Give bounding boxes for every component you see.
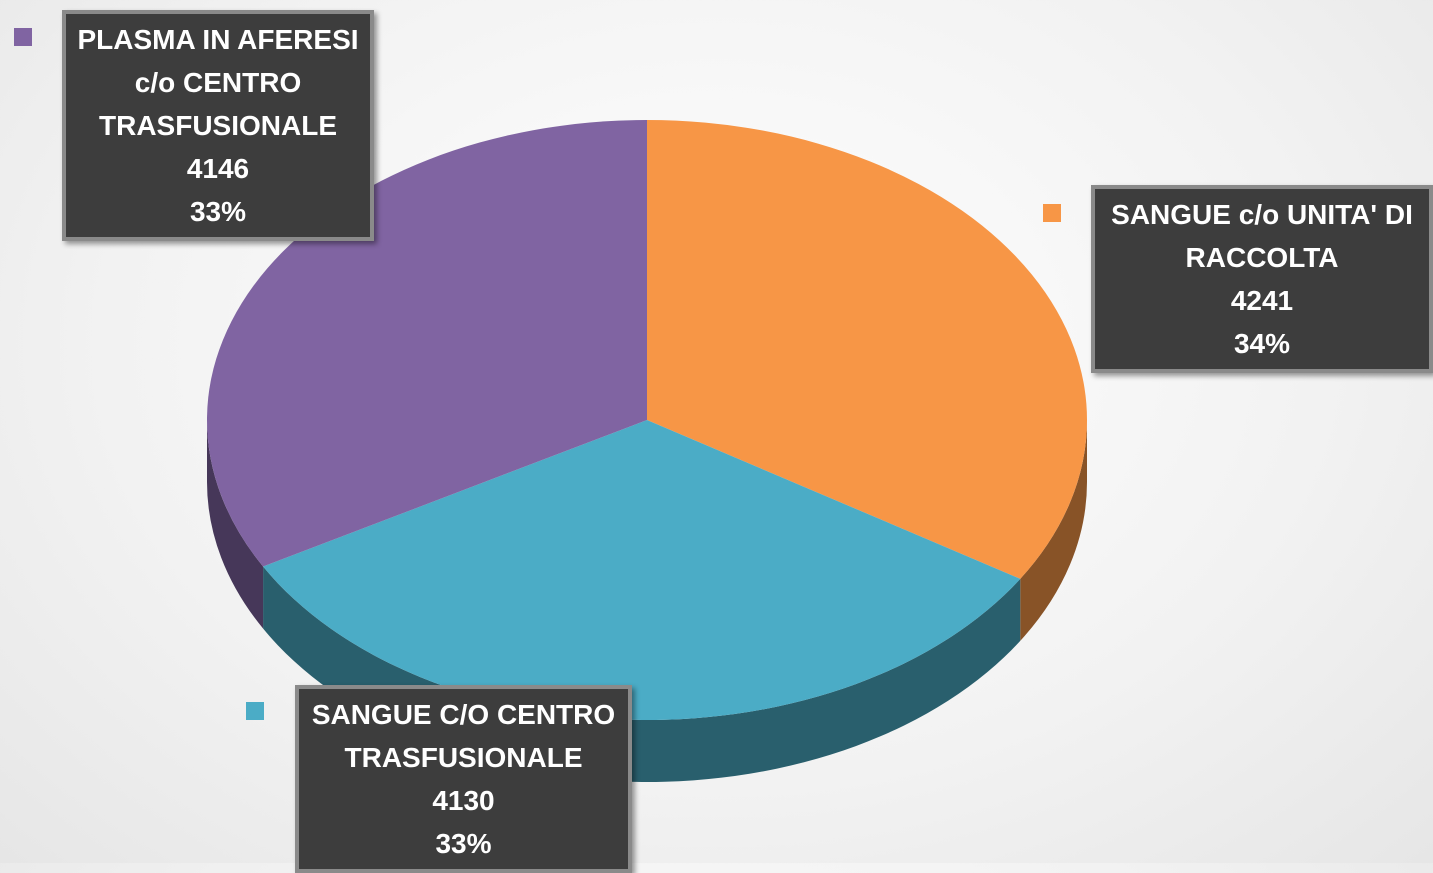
pie-side	[1020, 420, 1087, 641]
legend-key	[246, 702, 264, 720]
label-value: 4241	[1230, 285, 1294, 316]
label-percent: 33%	[189, 196, 247, 227]
label-value: 4130	[432, 785, 495, 816]
data-label: SANGUE C/O CENTRO TRASFUSIONALE 4130 33%	[295, 685, 632, 873]
data-label: SANGUE c/o UNITA' DI RACCOLTA 4241 34%	[1091, 185, 1433, 373]
label-category: SANGUE C/O CENTRO TRASFUSIONALE	[311, 699, 616, 773]
pie-slice	[263, 420, 1021, 720]
legend-key	[1043, 204, 1061, 222]
data-label: PLASMA IN AFERESI c/o CENTRO TRASFUSIONA…	[62, 10, 374, 241]
label-category: PLASMA IN AFERESI c/o CENTRO TRASFUSIONA…	[77, 24, 359, 141]
label-value: 4146	[186, 153, 250, 184]
label-percent: 34%	[1233, 328, 1291, 359]
pie-side	[207, 420, 264, 629]
label-category: SANGUE c/o UNITA' DI RACCOLTA	[1111, 199, 1413, 273]
label-percent: 33%	[435, 828, 492, 859]
legend-key	[14, 28, 32, 46]
pie-slice	[647, 120, 1088, 579]
